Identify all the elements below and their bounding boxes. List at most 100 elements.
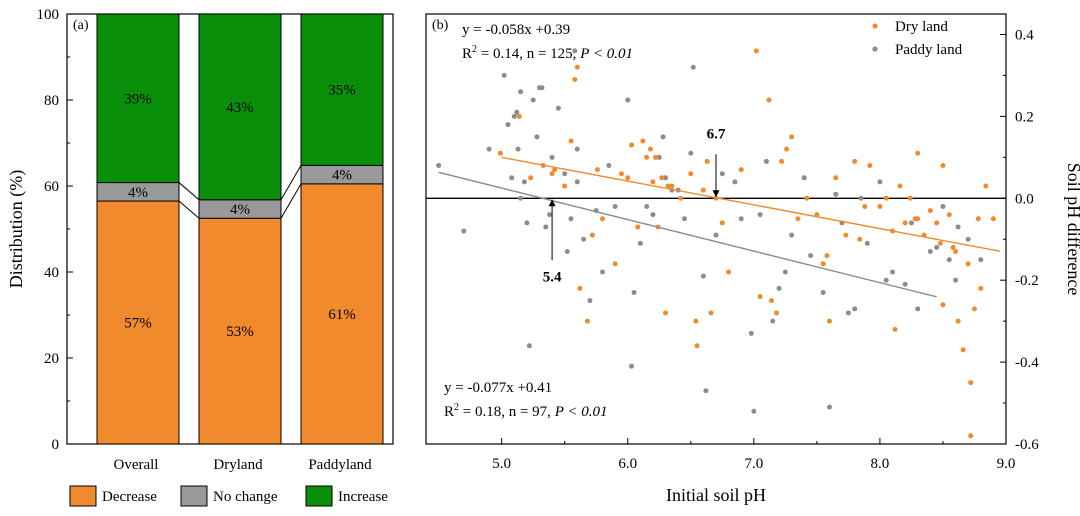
paddy-land-point (864, 240, 870, 246)
dry-stats-p: P < 0.01 (579, 46, 633, 62)
panel-b-label: (b) (432, 18, 449, 33)
paddy-land-point (625, 97, 631, 103)
paddy-land-point (600, 269, 606, 275)
paddy-land-point (826, 404, 832, 410)
dry-land-point (589, 232, 595, 238)
paddy-land-point (915, 306, 921, 312)
dry-land-point (574, 64, 580, 70)
paddy-land-point (572, 48, 578, 54)
legend-swatch-no-change (180, 485, 208, 507)
panel-b-x-tick-label: 9.0 (997, 456, 1016, 472)
dry-land-point (719, 220, 725, 226)
panel-b-points (436, 48, 996, 439)
paddy-land-point (511, 113, 517, 119)
paddy-land-point (650, 212, 656, 218)
dry-land-point (971, 306, 977, 312)
dry-land-point (983, 183, 989, 189)
dry-land-point (820, 261, 826, 267)
dry-land-point (552, 167, 558, 173)
dry-land-point (644, 154, 650, 160)
panel-a-x-tick-label: Paddyland (308, 457, 372, 473)
paddy-land-point (606, 163, 612, 169)
dry-land-point (774, 310, 780, 316)
dry-threshold-arrow-head (712, 190, 720, 198)
paddy-regression-annotation: y = -0.077x +0.41 R2 = 0.18, n = 97, P <… (444, 380, 607, 420)
paddy-land-point (801, 175, 807, 181)
panel-b-scatter-chart: (b) 6.7 5.4 5.0 6.0 7.0 8.0 9.0 -0.6 -0.4 -0.2 0… (425, 13, 1080, 505)
panel-a-y-tick-label: 0 (52, 437, 60, 453)
bar-value-label: 4% (332, 168, 352, 184)
paddy-land-point (518, 89, 524, 95)
dry-land-point (940, 302, 946, 308)
paddy-land-point (858, 195, 864, 201)
dry-land-point (907, 195, 913, 201)
dry-land-point (975, 216, 981, 222)
paddy-land-point (908, 220, 914, 226)
panel-a-x-tick-label: Dryland (213, 457, 263, 473)
panel-b-y-tick-label: -0.2 (1015, 273, 1039, 289)
bar-value-label: 4% (230, 202, 250, 218)
paddy-land-point (539, 85, 545, 91)
dry-land-point (572, 77, 578, 83)
legend-swatch-increase (305, 485, 333, 507)
legend-paddy-marker (872, 46, 878, 52)
dry-land-point (694, 343, 700, 349)
regression-lines (438, 156, 1000, 298)
bar-segment-increase (96, 13, 180, 184)
dry-land-point (577, 285, 583, 291)
dry-stats-mid: = 0.14, n = 125, (477, 46, 580, 62)
bar-value-label: 35% (328, 83, 356, 99)
legend-label: No change (213, 489, 278, 505)
panel-a-y-tick-label: 40 (44, 265, 59, 281)
paddy-land-point (820, 289, 826, 295)
paddy-land-point (808, 253, 814, 259)
paddy-land-point (515, 146, 521, 152)
paddy-land-point (524, 220, 530, 226)
panel-b-x-tick-label: 8.0 (871, 456, 890, 472)
panel-a-y-tick-label: 60 (44, 179, 59, 195)
bar-value-label: 53% (226, 324, 254, 340)
dry-land-point (784, 146, 790, 152)
bar-value-label: 39% (124, 91, 152, 107)
panel-b-y-axis-label: Soil pH difference (1064, 163, 1080, 296)
dry-land-point (795, 216, 801, 222)
bar-connector-line (280, 183, 302, 219)
paddy-land-point (581, 236, 587, 242)
panel-b-x-ticks: 5.0 6.0 7.0 8.0 9.0 (492, 438, 1015, 472)
dry-land-point (618, 171, 624, 177)
paddy-land-point (883, 277, 889, 283)
dry-stats: R2 = 0.14, n = 125, P < 0.01 (462, 44, 633, 62)
dry-land-point (665, 183, 671, 189)
paddy-land-point (505, 122, 511, 128)
paddy-land-point (890, 269, 896, 275)
paddy-land-point (543, 224, 549, 230)
dry-land-point (852, 158, 858, 164)
paddy-stats: R2 = 0.18, n = 97, P < 0.01 (444, 402, 607, 420)
paddy-land-point (660, 134, 666, 140)
panel-a-y-tick-label: 100 (37, 7, 60, 23)
dry-land-regression-line (501, 156, 1000, 252)
threshold-markers: 6.7 5.4 (543, 126, 726, 285)
dry-land-point (789, 134, 795, 140)
paddy-land-point (518, 195, 524, 201)
dry-land-point (700, 187, 706, 193)
dry-land-point (824, 253, 830, 259)
legend-dry-marker (872, 23, 878, 29)
dry-land-point (843, 232, 849, 238)
panel-b-legend: Dry land Paddy land (872, 19, 963, 58)
bar-segment-decrease (96, 200, 180, 445)
paddy-land-point (631, 289, 637, 295)
legend-paddy-label: Paddy land (895, 42, 963, 58)
dry-equation: y = -0.058x +0.39 (462, 22, 570, 38)
paddy-land-point (534, 134, 540, 140)
paddy-land-point (902, 281, 908, 287)
dry-stats-sup: 2 (472, 44, 477, 55)
paddy-land-point (612, 203, 618, 209)
dry-land-point (867, 163, 873, 169)
dry-land-point (669, 183, 675, 189)
dry-land-point (659, 175, 665, 181)
panel-a-x-tick-label: Overall (114, 457, 159, 473)
dry-land-point (937, 240, 943, 246)
dry-threshold-label: 6.7 (707, 126, 726, 142)
paddy-equation: y = -0.077x +0.41 (444, 380, 552, 396)
